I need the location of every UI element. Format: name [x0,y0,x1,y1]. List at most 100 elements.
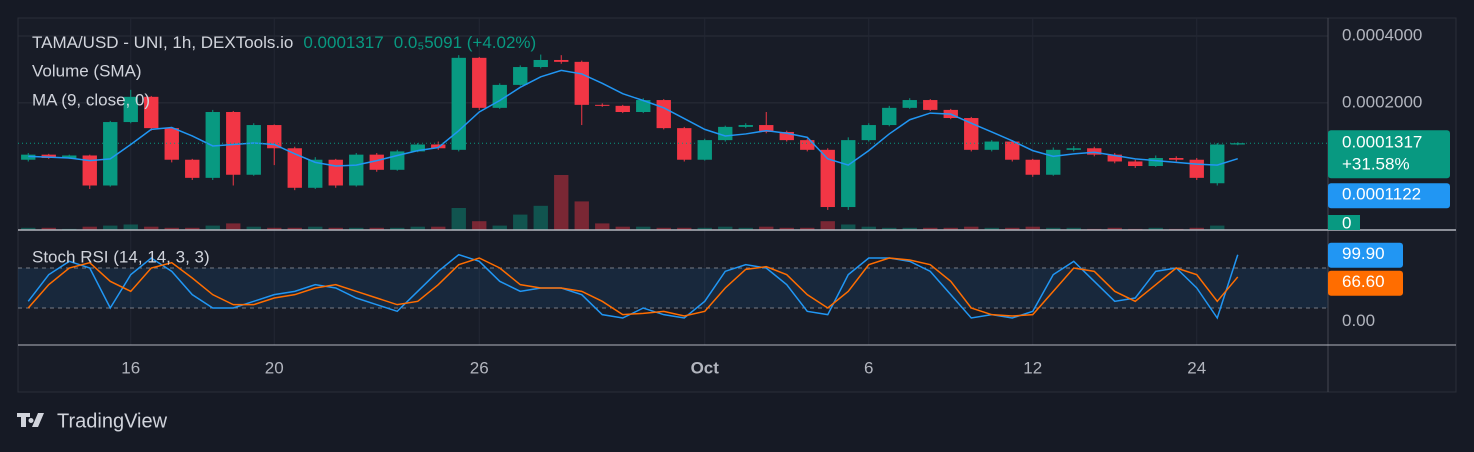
logo-mark [17,413,44,427]
volume-bar [1046,227,1061,230]
candle-body [226,112,241,175]
candle-body [410,144,425,152]
ma-tag-label: 0.0001122 [1342,185,1421,204]
x-tick-label: 16 [121,358,140,377]
candle-body [287,148,302,188]
volume-bar [1025,226,1040,230]
candle-body [451,57,466,150]
candle-body [902,100,917,108]
volume-bar [82,226,97,230]
stoch-tag-label: 99.90 [1342,244,1385,263]
volume-bar [287,227,302,230]
candle-body [677,128,692,160]
ma-tag [1328,183,1450,209]
candle-body [369,154,384,170]
candle-body [1189,159,1204,178]
brand: TradingView [57,410,168,432]
x-tick-label: 20 [265,358,284,377]
candle-body [144,96,159,129]
candle-body [164,128,179,160]
change: 0.0₅5091 (+4.02%) [394,33,536,52]
candle-body [779,131,794,141]
price-tag-label: 0.0001317 [1342,133,1422,152]
volume-bar [267,227,282,230]
candle-body [492,84,507,108]
volume-bar [103,225,118,230]
band-fill [18,268,1328,308]
volume-bar [123,224,138,230]
volume-bar [1189,227,1204,230]
candle-body [472,57,487,108]
candle-body [964,118,979,150]
stoch-line [27,257,1239,317]
candle-body [513,67,528,85]
volume-bar [164,227,179,230]
candle-body [615,105,630,113]
x-tick-label: 26 [470,358,489,377]
volume-bar [677,227,692,230]
volume-bar [800,227,815,230]
x-tick-label: 24 [1187,358,1206,377]
plot [18,18,1328,345]
y-tick-label: 0.0002000 [1342,92,1422,111]
candle-body [841,140,856,208]
candle-body [1148,158,1163,167]
volume-bar [943,227,958,230]
volume-bar [697,227,712,230]
volume-bar [451,208,466,230]
volume-bar [902,227,917,230]
candle-body [1230,143,1245,145]
volume-bar [533,205,548,230]
volume-bar [308,226,323,230]
x-tick-label: 12 [1023,358,1042,377]
candle-body [21,154,36,160]
volume-bar [390,227,405,230]
volume-bar [328,227,343,230]
volume-bar [1148,227,1163,230]
y-tick-label: 0.0004000 [1342,25,1422,44]
volume-tag-label: 0 [1342,213,1351,232]
volume-bar [574,201,589,230]
candle-body [103,122,118,186]
candle-body [554,59,569,62]
symbol: TAMA/USD - UNI, 1h, DEXTools.io [32,33,293,52]
volume-bar [226,223,241,230]
volume-bar [636,226,651,230]
candle-body [882,107,897,126]
volume-bar [595,223,610,230]
volume-bar [1066,227,1081,230]
volume-bar [41,227,56,230]
price-change-label: +31.58% [1342,155,1410,174]
candle-body [533,59,548,68]
candle-body [861,125,876,141]
volume-bar [431,226,446,230]
candle-body [123,96,138,123]
volume-bar [1005,227,1020,230]
candle-body [205,112,220,178]
candle-body [1210,144,1225,184]
volume-bar [615,226,630,230]
candle-body [656,100,671,129]
candle-body [1128,161,1143,167]
ma-legend: MA (9, close, 0) [32,90,150,109]
x-tick-label: 6 [864,358,873,377]
logo [17,413,44,427]
candle-body [267,125,282,149]
volume-bar [513,214,528,230]
candle-body [1107,154,1122,162]
volume-bar [738,227,753,230]
volume-bar [861,226,876,230]
candle-body [246,125,261,175]
candle-body [1066,148,1081,150]
last-price: 0.0001317 [303,33,383,52]
volume-bar [410,226,425,230]
ma-line [28,69,1238,167]
stoch-tag-label: 66.60 [1342,272,1385,291]
volume-bar [984,227,999,230]
volume-bar [369,227,384,230]
candle-body [62,155,77,159]
candle-body [82,155,97,186]
volume-bar [349,227,364,230]
candle-body [820,149,835,208]
candle-body [718,126,733,141]
